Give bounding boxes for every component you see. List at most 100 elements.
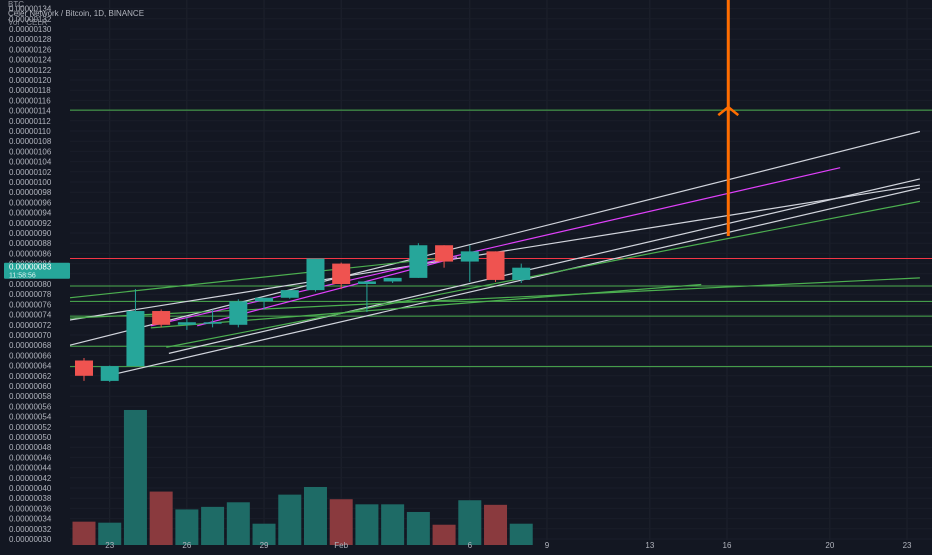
time-axis-label: 16	[723, 541, 732, 550]
candle-body	[383, 277, 402, 282]
price-axis-label: 0.00000044	[9, 464, 52, 473]
candle-body	[306, 258, 325, 291]
volume-bar	[381, 504, 405, 545]
volume-bar	[175, 509, 199, 545]
price-axis-label: 0.00000076	[9, 300, 52, 309]
price-axis-label: 0.00000056	[9, 402, 52, 411]
price-axis-label: 0.00000096	[9, 198, 52, 207]
price-axis-label: 0.00000124	[9, 56, 52, 65]
price-axis-label: 0.00000094	[9, 209, 52, 218]
price-axis-label: 0.00000052	[9, 423, 52, 432]
price-axis-label: 0.00000128	[9, 35, 52, 44]
price-axis-label: 0.00000102	[9, 168, 52, 177]
time-axis-label: 29	[260, 541, 269, 550]
volume-bar	[355, 504, 379, 545]
candle-body	[75, 360, 93, 376]
candle-body	[486, 251, 505, 280]
price-axis-label: 0.00000048	[9, 443, 52, 452]
candle-body	[255, 297, 274, 302]
price-axis-label: 0.00000130	[9, 25, 52, 34]
price-axis-label: 0.00000114	[9, 107, 51, 116]
time-axis-label: 23	[105, 541, 114, 550]
volume-bar	[458, 500, 482, 545]
volume-bar	[303, 486, 327, 545]
volume-bar	[72, 521, 96, 545]
price-axis-label: 0.00000038	[9, 494, 52, 503]
volume-bar	[484, 504, 508, 545]
price-axis-label: 0.00000070	[9, 331, 52, 340]
price-axis-label: 0.00000036	[9, 504, 52, 513]
price-axis-label: 0.00000054	[9, 413, 52, 422]
last-price-label: 0.00000083	[9, 263, 52, 272]
volume-bar	[406, 511, 430, 545]
price-axis-label: 0.00000106	[9, 147, 52, 156]
candle-body	[512, 267, 531, 280]
candle-body	[126, 311, 145, 367]
volume-bar	[278, 494, 302, 545]
price-axis-label: 0.00000090	[9, 229, 52, 238]
price-axis-label: 0.00000120	[9, 76, 52, 85]
price-axis-label: 0.00000122	[9, 66, 52, 75]
price-axis-label: 0.00000042	[9, 474, 52, 483]
price-axis-label: 0.00000030	[9, 535, 52, 544]
trend-line-green	[17, 255, 458, 304]
price-axis-label: 0.00000086	[9, 249, 52, 258]
price-axis-label: 0.00000092	[9, 219, 52, 228]
price-axis-label: 0.00000066	[9, 351, 52, 360]
candle-body	[203, 322, 222, 324]
price-axis-label: 0.00000080	[9, 280, 52, 289]
price-axis-label: 0.00000050	[9, 433, 52, 442]
last-price-badge	[4, 262, 70, 279]
price-axis-label: 0.00000110	[9, 127, 51, 136]
time-axis-label: 26	[182, 541, 191, 550]
time-axis-label: 20	[825, 541, 834, 550]
price-axis-label: 0.00000098	[9, 188, 52, 197]
time-axis-label: Feb	[334, 541, 348, 550]
candle-body	[357, 281, 376, 284]
candle-body	[460, 251, 479, 262]
trend-line-white	[168, 178, 921, 354]
volume-bar	[509, 523, 533, 545]
volume-bar	[226, 502, 250, 545]
price-axis-label: 0.00000112	[9, 117, 51, 126]
price-axis-label: 0.00000058	[9, 392, 52, 401]
price-axis-label: 0.00000072	[9, 321, 52, 330]
time-axis-label: 9	[545, 541, 550, 550]
price-axis-label: 0.00000104	[9, 158, 52, 167]
volume-bar	[98, 522, 122, 545]
price-axis-label: 0.00000074	[9, 311, 52, 320]
volume-bar	[123, 409, 147, 545]
time-axis-label: 13	[645, 541, 654, 550]
price-axis-label: 0.00000132	[9, 15, 52, 24]
candle-body	[177, 322, 196, 325]
candle-body	[229, 301, 248, 325]
candle-body	[435, 245, 454, 262]
trend-line-green	[166, 200, 921, 348]
price-axis-label: 0.00000078	[9, 290, 52, 299]
time-axis-label: 23	[903, 541, 912, 550]
price-axis-label: 0.00000068	[9, 341, 52, 350]
volume-bar	[201, 506, 225, 545]
bar-countdown-label: 11:58:56	[9, 273, 36, 280]
price-axis-label: 0.00000100	[9, 178, 52, 187]
price-axis-label: 0.00000126	[9, 45, 52, 54]
price-axis-label: 0.00000032	[9, 525, 52, 534]
candle-body	[332, 263, 351, 284]
trend-line-white	[107, 187, 921, 377]
candle-body	[152, 311, 171, 325]
candle-body	[280, 290, 299, 298]
time-axis-label: 6	[468, 541, 473, 550]
price-axis-label: 0.00000116	[9, 96, 51, 105]
price-axis-label: 0.00000034	[9, 515, 52, 524]
volume-bar	[252, 523, 276, 545]
price-axis-label: 0.00000062	[9, 372, 52, 381]
price-axis-label: 0.00000046	[9, 453, 52, 462]
volume-bar	[149, 491, 173, 545]
price-axis-label: 0.00000040	[9, 484, 52, 493]
price-axis-label: 0.00000064	[9, 362, 52, 371]
price-axis-label: 0.00000108	[9, 137, 52, 146]
price-axis-label: 0.00000134	[9, 5, 52, 14]
